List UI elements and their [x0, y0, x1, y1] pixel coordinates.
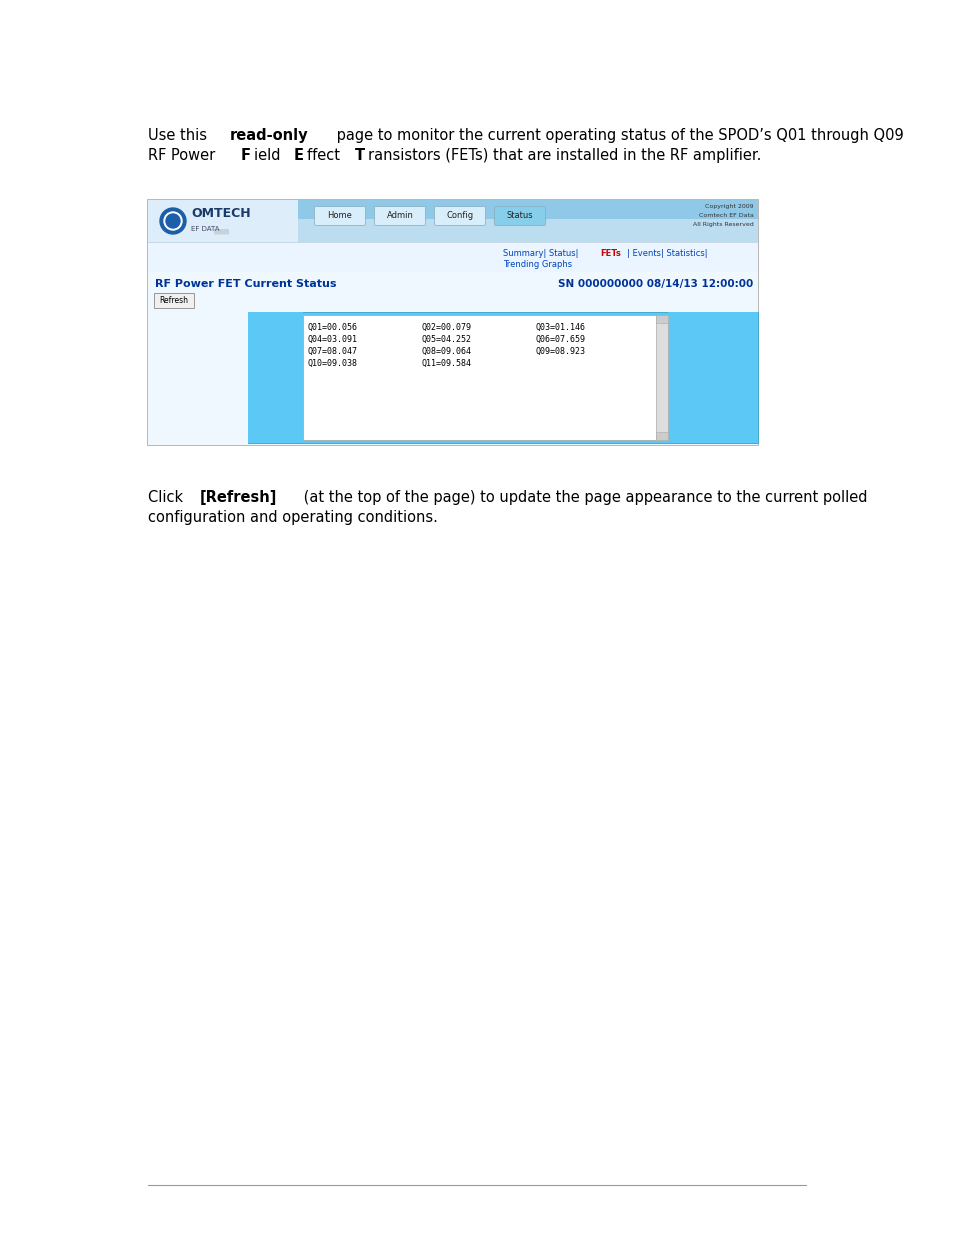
Text: page to monitor the current operating status of the SPOD’s Q01 through Q09: page to monitor the current operating st… [332, 128, 902, 143]
Bar [656, 432, 667, 440]
FancyBboxPatch shape [153, 293, 193, 308]
Bar [248, 312, 303, 443]
Circle shape [166, 214, 180, 228]
Text: configuration and operating conditions.: configuration and operating conditions. [148, 510, 437, 525]
Text: (at the top of the page) to update the page appearance to the current polled: (at the top of the page) to update the p… [299, 490, 866, 505]
Text: All Rights Reserved: All Rights Reserved [693, 222, 753, 227]
Text: ffect: ffect [306, 148, 344, 163]
Text: Summary| Status|: Summary| Status| [502, 249, 578, 258]
Text: RF Power FET Current Status: RF Power FET Current Status [154, 279, 336, 289]
Circle shape [164, 212, 182, 230]
Text: OMTECH: OMTECH [191, 207, 251, 220]
Text: Comtech EF Data: Comtech EF Data [699, 212, 753, 219]
Bar [148, 200, 297, 242]
Bar [148, 200, 758, 445]
FancyBboxPatch shape [494, 206, 545, 226]
Text: Config: Config [446, 211, 473, 221]
Text: FETs: FETs [599, 249, 620, 258]
Bar [248, 312, 758, 443]
Bar [148, 242, 758, 272]
Text: SN 000000000 08/14/13 12:00:00: SN 000000000 08/14/13 12:00:00 [558, 279, 752, 289]
Text: Q02=00.079: Q02=00.079 [421, 324, 471, 332]
Text: Use this: Use this [148, 128, 212, 143]
Text: Copyright 2009: Copyright 2009 [704, 204, 753, 209]
Text: F: F [240, 148, 251, 163]
Bar [148, 200, 758, 219]
Text: ransistors (FETs) that are installed in the RF amplifier.: ransistors (FETs) that are installed in … [368, 148, 760, 163]
Text: Refresh: Refresh [159, 296, 189, 305]
Text: Home: Home [327, 211, 352, 221]
Text: Q10=09.038: Q10=09.038 [308, 359, 357, 368]
Text: Q01=00.056: Q01=00.056 [308, 324, 357, 332]
Bar [148, 272, 758, 445]
Text: [Refresh]: [Refresh] [199, 490, 276, 505]
Text: EF DATA: EF DATA [191, 226, 219, 232]
Text: Q11=09.584: Q11=09.584 [421, 359, 471, 368]
Text: read-only: read-only [230, 128, 309, 143]
FancyBboxPatch shape [314, 206, 365, 226]
Bar [148, 200, 758, 242]
Text: T: T [355, 148, 365, 163]
Bar [303, 315, 667, 440]
Text: Q09=08.923: Q09=08.923 [535, 347, 585, 356]
FancyBboxPatch shape [434, 206, 485, 226]
FancyBboxPatch shape [375, 206, 425, 226]
Bar [656, 315, 667, 440]
Text: Q05=04.252: Q05=04.252 [421, 335, 471, 345]
Circle shape [160, 207, 186, 233]
Text: E: E [294, 148, 303, 163]
Text: ield: ield [253, 148, 285, 163]
Bar [656, 315, 667, 324]
Text: Click: Click [148, 490, 188, 505]
Text: Status: Status [506, 211, 533, 221]
Text: Q04=03.091: Q04=03.091 [308, 335, 357, 345]
Text: Q07=08.047: Q07=08.047 [308, 347, 357, 356]
Text: Q06=07.659: Q06=07.659 [535, 335, 585, 345]
Text: Trending Graphs: Trending Graphs [502, 261, 572, 269]
Text: Q03=01.146: Q03=01.146 [535, 324, 585, 332]
Bar [667, 312, 758, 443]
Text: Admin: Admin [386, 211, 413, 221]
Text: RF Power: RF Power [148, 148, 219, 163]
Text: | Events| Statistics|: | Events| Statistics| [627, 249, 707, 258]
Text: Q08=09.064: Q08=09.064 [421, 347, 471, 356]
Text: ||||||||: |||||||| [213, 228, 229, 235]
